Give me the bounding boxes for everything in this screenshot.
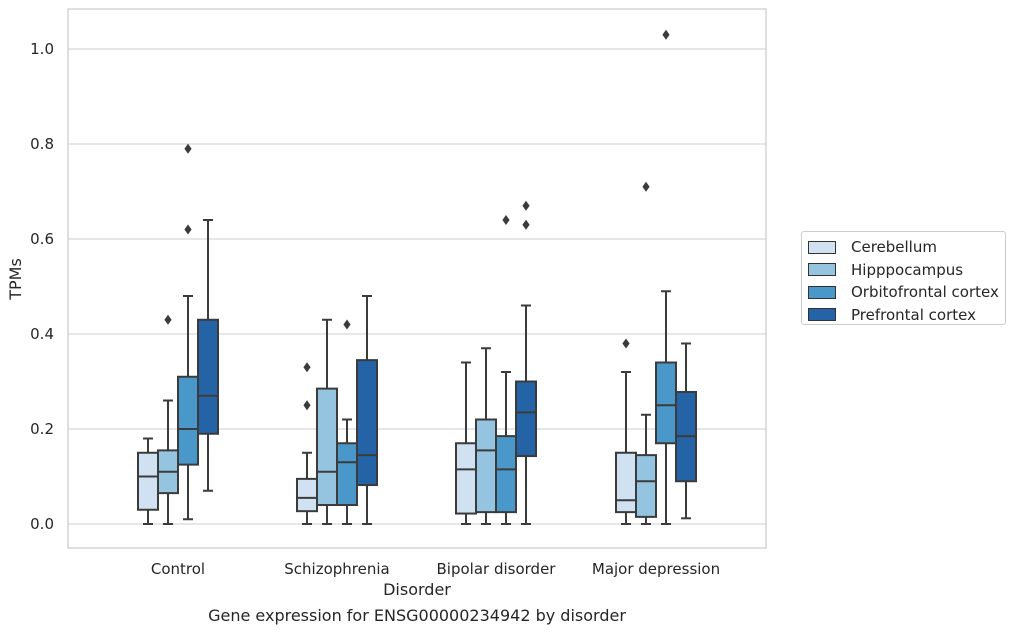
legend-swatch-orbitofrontal-cortex [808, 285, 836, 299]
box-body [455, 442, 477, 515]
outlier-point [184, 224, 192, 235]
box-body [495, 435, 517, 514]
x-tick-label: Schizophrenia [284, 560, 389, 578]
box-orbitofrontal-cortex-bipolar-disorder [495, 215, 517, 525]
outlier-point [522, 200, 530, 211]
legend-item-orbitofrontal-cortex: Orbitofrontal cortex [808, 281, 1005, 304]
x-tick-label: Major depression [592, 560, 720, 578]
legend: Cerebellum Hipppocampus Orbitofrontal co… [801, 231, 1006, 325]
outlier-point [164, 314, 172, 325]
outlier-point [622, 338, 630, 349]
outlier-point [642, 181, 650, 192]
y-tick-label: 0.6 [30, 230, 54, 248]
y-tick-label: 0.2 [30, 420, 54, 438]
x-tick-label: Bipolar disorder [437, 560, 557, 578]
box-prefrontal-cortex-bipolar-disorder [515, 200, 537, 525]
x-axis-ticks: Control Schizophrenia Bipolar disorder Majo… [151, 560, 720, 578]
box-hipppocampus-control [157, 314, 179, 525]
chart-caption: Gene expression for ENSG00000234942 by d… [208, 606, 626, 625]
outlier-point [303, 362, 311, 373]
outlier-point [662, 29, 670, 40]
legend-label-hippocampus: Hipppocampus [851, 260, 964, 279]
y-tick-label: 0.0 [30, 515, 54, 533]
legend-item-cerebellum: Cerebellum [808, 236, 1005, 259]
y-tick-label: 0.8 [30, 135, 54, 153]
box-cerebellum-bipolar-disorder [455, 361, 477, 525]
legend-label-prefrontal-cortex: Prefrontal cortex [851, 305, 976, 324]
box-orbitofrontal-cortex-major-depression [655, 29, 677, 525]
box-body [177, 375, 199, 466]
outlier-point [522, 219, 530, 230]
boxes [137, 29, 697, 525]
outlier-point [343, 319, 351, 330]
box-hipppocampus-bipolar-disorder [475, 347, 497, 525]
box-prefrontal-cortex-control [197, 219, 219, 492]
box-body [635, 454, 657, 518]
y-axis-label: TPMs [6, 258, 25, 301]
box-cerebellum-control [137, 437, 159, 525]
legend-item-hippocampus: Hipppocampus [808, 259, 1005, 282]
legend-label-cerebellum: Cerebellum [851, 238, 937, 257]
legend-swatch-cerebellum [808, 240, 836, 254]
x-axis-label: Disorder [383, 580, 451, 599]
box-body [197, 318, 219, 435]
box-body [475, 418, 497, 514]
box-body [137, 451, 159, 511]
legend-swatch-prefrontal-cortex [808, 308, 836, 322]
outlier-point [303, 400, 311, 411]
box-body [296, 477, 318, 513]
box-body [655, 361, 677, 445]
y-tick-label: 0.4 [30, 325, 54, 343]
legend-item-prefrontal-cortex: Prefrontal cortex [808, 304, 1005, 327]
box-hipppocampus-major-depression [635, 181, 657, 525]
outlier-point [502, 215, 510, 225]
box-orbitofrontal-cortex-schizophrenia [336, 319, 358, 525]
box-body [615, 451, 637, 514]
box-prefrontal-cortex-schizophrenia [356, 295, 378, 525]
legend-label-orbitofrontal-cortex: Orbitofrontal cortex [851, 283, 999, 302]
box-orbitofrontal-cortex-control [177, 143, 199, 521]
box-body [515, 380, 537, 458]
box-body [336, 442, 358, 506]
box-body [316, 387, 338, 506]
y-axis-ticks: 0.0 0.2 0.4 0.6 0.8 1.0 [30, 40, 54, 533]
box-body [356, 359, 378, 487]
y-tick-label: 1.0 [30, 40, 54, 58]
outlier-point [184, 143, 192, 154]
box-prefrontal-cortex-major-depression [675, 342, 697, 520]
legend-swatch-hippocampus [808, 263, 836, 277]
x-tick-label: Control [151, 560, 205, 578]
